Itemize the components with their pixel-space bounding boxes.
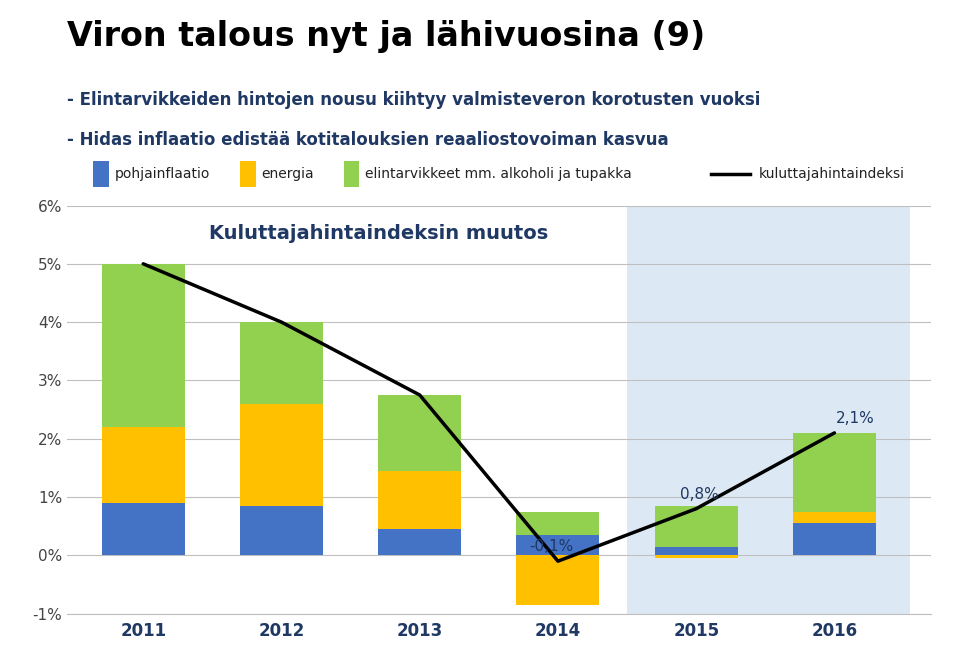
Bar <box>240 404 323 506</box>
Text: - Elintarvikkeiden hintojen nousu kiihtyy valmisteveron korotusten vuoksi: - Elintarvikkeiden hintojen nousu kiihty… <box>67 91 760 109</box>
Bar <box>240 322 323 404</box>
Text: kuluttajahintaindeksi: kuluttajahintaindeksi <box>758 167 904 181</box>
Text: elintarvikkeet mm. alkoholi ja tupakka: elintarvikkeet mm. alkoholi ja tupakka <box>365 167 632 181</box>
Bar <box>93 161 108 187</box>
Bar <box>655 546 737 556</box>
Bar <box>655 506 737 546</box>
Bar <box>516 556 599 605</box>
Text: pohjainflaatio: pohjainflaatio <box>115 167 210 181</box>
Bar <box>240 161 255 187</box>
Text: energia: energia <box>261 167 314 181</box>
Bar <box>516 535 599 556</box>
Bar <box>655 556 737 558</box>
Bar <box>378 529 461 556</box>
Text: - Hidas inflaatio edistää kotitalouksien reaaliostovoiman kasvua: - Hidas inflaatio edistää kotitalouksien… <box>67 131 669 149</box>
Bar <box>378 471 461 529</box>
Text: 2,1%: 2,1% <box>836 411 875 426</box>
Bar <box>102 427 184 503</box>
Bar <box>344 161 359 187</box>
Bar <box>102 503 184 556</box>
Bar <box>102 264 184 427</box>
Bar <box>516 512 599 535</box>
Text: Viron talous nyt ja lähivuosina (9): Viron talous nyt ja lähivuosina (9) <box>67 20 706 53</box>
Text: -0,1%: -0,1% <box>529 539 573 554</box>
Text: 0,8%: 0,8% <box>680 487 718 502</box>
Bar <box>793 524 876 556</box>
Bar <box>378 395 461 471</box>
Text: Kuluttajahintaindeksin muutos: Kuluttajahintaindeksin muutos <box>208 224 548 243</box>
Bar <box>240 506 323 556</box>
Bar <box>793 512 876 524</box>
Bar <box>627 205 910 614</box>
Bar <box>793 433 876 512</box>
